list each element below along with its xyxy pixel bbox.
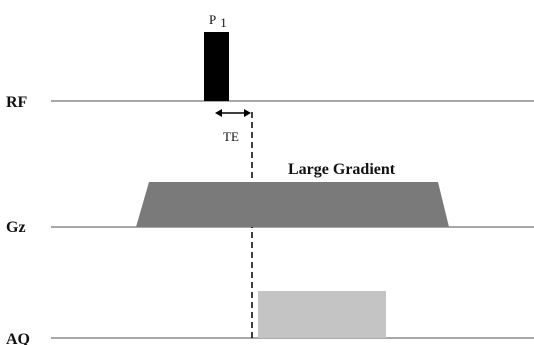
gradient-label: Large Gradient [288, 161, 396, 178]
te-arrowhead-left [215, 109, 222, 117]
large-gradient [136, 182, 449, 227]
te-label: TE [223, 129, 239, 144]
acquisition-window [258, 291, 386, 338]
pulse-label: P 1 [209, 11, 227, 30]
gz-row-label: Gz [6, 219, 26, 236]
aq-row-label: AQ [6, 331, 30, 345]
te-arrowhead-right [244, 109, 251, 117]
pulse-label-main: P [209, 12, 216, 27]
pulse-label-subscript: 1 [220, 15, 227, 30]
rf-pulse-p1 [204, 32, 229, 101]
rf-row-label: RF [6, 94, 28, 111]
